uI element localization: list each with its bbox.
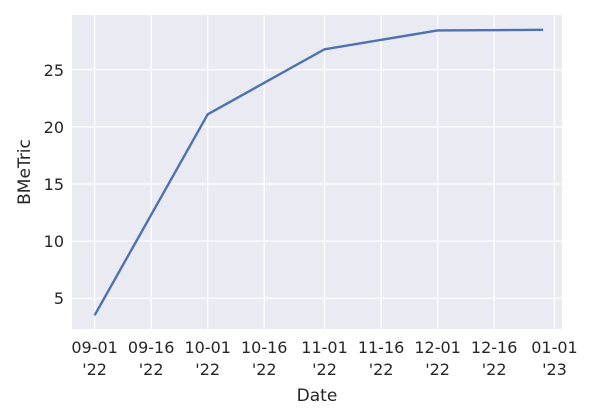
x-tick-label: '23 bbox=[542, 360, 567, 379]
x-tick-label: 11-16 bbox=[358, 338, 405, 357]
x-tick-label: '22 bbox=[425, 360, 450, 379]
plot-area bbox=[72, 15, 562, 329]
x-tick-label: '22 bbox=[369, 360, 394, 379]
x-tick-label: 11-01 bbox=[301, 338, 348, 357]
x-tick-label: '22 bbox=[252, 360, 277, 379]
y-ticks: 5 10 15 20 25 bbox=[44, 61, 64, 308]
y-tick-label: 5 bbox=[54, 289, 64, 308]
x-tick-label: '22 bbox=[82, 360, 107, 379]
x-tick-label: 10-01 bbox=[184, 338, 231, 357]
x-tick-label: '22 bbox=[139, 360, 164, 379]
x-tick-label: 10-16 bbox=[241, 338, 288, 357]
x-tick-label: '22 bbox=[195, 360, 220, 379]
x-tick-label: 12-01 bbox=[414, 338, 461, 357]
y-tick-label: 10 bbox=[44, 232, 64, 251]
x-tick-label: '22 bbox=[482, 360, 507, 379]
x-tick-label: 12-16 bbox=[471, 338, 518, 357]
y-axis-label: BMeTric bbox=[15, 139, 35, 205]
y-tick-label: 20 bbox=[44, 118, 64, 137]
x-axis-label: Date bbox=[297, 386, 338, 406]
x-tick-label: '22 bbox=[312, 360, 337, 379]
y-tick-label: 25 bbox=[44, 61, 64, 80]
x-tick-label: 01-01 bbox=[531, 338, 578, 357]
series-line bbox=[93, 28, 544, 316]
series bbox=[93, 28, 544, 316]
grid bbox=[72, 15, 562, 329]
y-tick-label: 15 bbox=[44, 175, 64, 194]
x-tick-label: 09-16 bbox=[128, 338, 175, 357]
x-ticks: 09-01 '22 09-16 '22 10-01 '22 10-16 '22 11-01 '22… bbox=[71, 338, 577, 379]
x-tick-label: 09-01 bbox=[71, 338, 118, 357]
